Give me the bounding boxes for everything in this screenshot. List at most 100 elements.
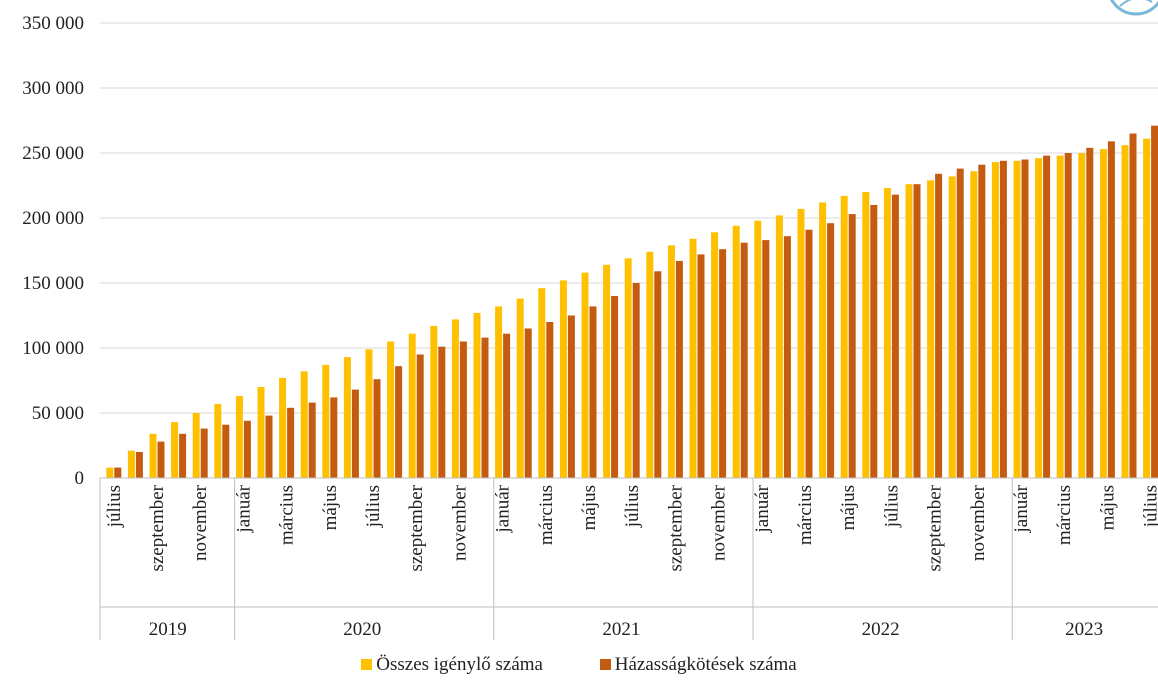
bar-osszes	[214, 403, 222, 478]
bar-osszes	[1099, 149, 1107, 478]
y-tick-label: 100 000	[22, 338, 84, 359]
bar-hazassag	[956, 168, 964, 478]
bar-hazassag	[978, 164, 986, 478]
x-tick-label: május	[1097, 485, 1118, 530]
bar-hazassag	[222, 424, 230, 478]
x-tick-label: május	[320, 485, 341, 530]
legend-label-osszes: Összes igénylő száma	[376, 654, 543, 675]
y-tick-label: 0	[75, 468, 85, 489]
bar-osszes	[171, 422, 179, 478]
bar-hazassag	[935, 173, 943, 479]
bar-osszes	[257, 387, 265, 478]
bar-hazassag	[373, 379, 381, 478]
bar-osszes	[948, 176, 956, 478]
bar-hazassag	[762, 240, 770, 478]
bar-hazassag	[308, 402, 316, 478]
x-tick-label: július	[363, 485, 384, 528]
bar-osszes	[279, 377, 287, 478]
bar-osszes	[538, 288, 546, 478]
bar-hazassag	[805, 229, 813, 478]
x-tick-label: november	[968, 484, 989, 561]
bar-hazassag	[654, 271, 662, 478]
bar-hazassag	[1064, 153, 1072, 478]
x-tick-label: július	[881, 485, 902, 528]
bar-hazassag	[179, 433, 187, 478]
bar-hazassag	[783, 236, 791, 478]
year-label: 2019	[149, 619, 187, 640]
bar-osszes	[689, 238, 697, 478]
bar-hazassag	[395, 366, 403, 478]
bar-hazassag	[546, 322, 554, 478]
year-label: 2023	[1065, 619, 1103, 640]
bar-osszes	[819, 202, 827, 478]
x-tick-label: március	[277, 485, 298, 545]
bar-osszes	[559, 280, 567, 478]
bar-hazassag	[1086, 147, 1094, 479]
bar-osszes	[322, 364, 330, 478]
legend-swatch-hazassag	[599, 659, 611, 670]
bar-hazassag	[848, 214, 856, 478]
bar-hazassag	[330, 397, 338, 478]
legend-item-osszes: Összes igénylő száma	[361, 654, 543, 676]
x-tick-label: január	[752, 484, 773, 533]
x-tick-label: január	[233, 484, 254, 533]
x-tick-label: július	[104, 485, 125, 528]
year-label: 2022	[862, 619, 900, 640]
bar-hazassag	[416, 354, 424, 478]
bar-osszes	[1121, 145, 1129, 478]
bar-hazassag	[1129, 133, 1137, 478]
bar-hazassag	[1107, 141, 1115, 479]
bar-osszes	[106, 467, 114, 478]
x-tick-label: július	[1141, 485, 1158, 528]
bar-osszes	[1078, 153, 1086, 478]
bar-osszes	[192, 413, 200, 478]
x-tick-label: július	[622, 485, 643, 528]
bar-hazassag	[611, 296, 619, 478]
x-tick-label: március	[795, 485, 816, 545]
bar-osszes	[905, 184, 913, 478]
bar-osszes	[711, 232, 719, 478]
bar-hazassag	[200, 428, 208, 478]
bar-osszes	[149, 433, 157, 478]
y-tick-label: 50 000	[32, 403, 84, 424]
x-tick-label: november	[709, 484, 730, 561]
bar-hazassag	[1043, 155, 1051, 478]
bar-hazassag	[157, 441, 165, 478]
bar-hazassag	[351, 389, 359, 478]
bar-hazassag	[481, 337, 489, 478]
bar-hazassag	[740, 242, 748, 478]
bar-osszes	[927, 180, 935, 479]
x-tick-label: szeptember	[147, 484, 168, 571]
bar-osszes	[603, 264, 611, 478]
bar-osszes	[883, 188, 891, 478]
y-tick-label: 350 000	[22, 13, 84, 34]
bar-osszes	[775, 215, 783, 478]
bar-osszes	[624, 258, 632, 478]
x-tick-label: január	[1011, 484, 1032, 533]
bar-series	[106, 125, 1158, 479]
x-tick-label: november	[449, 484, 470, 561]
bar-hazassag	[719, 249, 727, 478]
bar-hazassag	[632, 283, 640, 478]
year-label: 2021	[602, 619, 640, 640]
bar-osszes	[516, 298, 524, 478]
bar-hazassag	[265, 415, 273, 478]
bar-hazassag	[870, 205, 878, 478]
bar-osszes	[1013, 160, 1021, 479]
legend-item-hazassag: Házasságkötések száma	[599, 654, 797, 676]
bar-hazassag	[1151, 125, 1158, 478]
bar-osszes	[732, 225, 740, 478]
bar-hazassag	[114, 467, 122, 478]
logo	[1048, 0, 1158, 22]
bar-osszes	[235, 396, 243, 478]
bar-osszes	[1143, 138, 1151, 478]
y-tick-label: 300 000	[22, 78, 84, 99]
bar-hazassag	[567, 315, 575, 478]
bar-osszes	[581, 272, 589, 478]
bar-hazassag	[589, 306, 597, 478]
x-axis: július szeptember november január március máj…	[99, 477, 1158, 640]
bar-hazassag	[524, 328, 532, 478]
bar-osszes	[495, 306, 503, 478]
bar-osszes	[473, 312, 481, 478]
